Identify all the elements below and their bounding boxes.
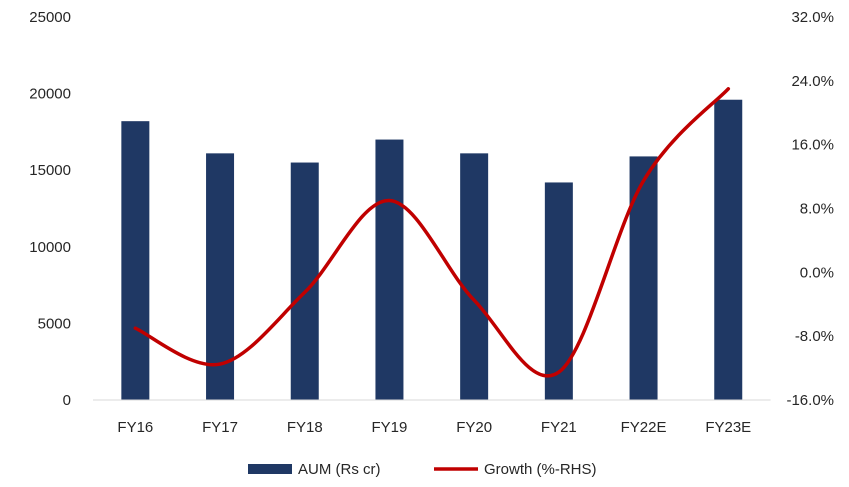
- x-axis-tick-label: FY21: [541, 419, 577, 436]
- x-axis-tick-label: FY18: [287, 419, 323, 436]
- right-axis-tick-label: 32.0%: [791, 9, 834, 26]
- left-axis-tick-label: 20000: [29, 86, 71, 103]
- x-axis-tick-label: FY23E: [705, 419, 751, 436]
- right-axis-tick-label: 24.0%: [791, 73, 834, 90]
- legend-growth-label: Growth (%-RHS): [484, 461, 597, 478]
- legend-aum-swatch: [248, 464, 292, 474]
- left-axis-tick-label: 5000: [38, 315, 71, 332]
- x-axis-tick-label: FY17: [202, 419, 238, 436]
- right-axis-tick-label: 0.0%: [800, 264, 834, 281]
- aum-bar: [375, 139, 404, 400]
- left-axis-tick-label: 25000: [29, 9, 71, 26]
- right-axis-tick-label: -8.0%: [795, 328, 834, 345]
- aum-bars: [121, 99, 743, 401]
- x-axis-ticks: FY16 FY17 FY18 FY19 FY20 FY21 FY22E FY23E: [117, 419, 751, 436]
- left-axis-tick-label: 0: [63, 392, 71, 409]
- x-axis-tick-label: FY16: [117, 419, 153, 436]
- growth-line: [133, 87, 731, 378]
- legend-aum-label: AUM (Rs cr): [298, 461, 381, 478]
- left-axis-ticks: 0 5000 10000 15000 20000 25000: [29, 9, 71, 409]
- legend: AUM (Rs cr) Growth (%-RHS): [248, 461, 597, 478]
- aum-bar: [544, 182, 573, 400]
- x-axis-tick-label: FY19: [372, 419, 408, 436]
- x-axis-tick-label: FY20: [456, 419, 492, 436]
- aum-bar: [460, 153, 489, 400]
- right-axis-ticks: -16.0% -8.0% 0.0% 8.0% 16.0% 24.0% 32.0%: [786, 9, 834, 409]
- x-axis-tick-label: FY22E: [621, 419, 667, 436]
- left-axis-tick-label: 10000: [29, 239, 71, 256]
- left-axis-tick-label: 15000: [29, 162, 71, 179]
- aum-bar: [629, 156, 658, 400]
- right-axis-tick-label: -16.0%: [786, 392, 834, 409]
- aum-bar: [121, 121, 150, 401]
- aum-bar: [206, 153, 235, 400]
- aum-bar: [714, 99, 743, 400]
- right-axis-tick-label: 16.0%: [791, 137, 834, 154]
- right-axis-tick-label: 8.0%: [800, 201, 834, 218]
